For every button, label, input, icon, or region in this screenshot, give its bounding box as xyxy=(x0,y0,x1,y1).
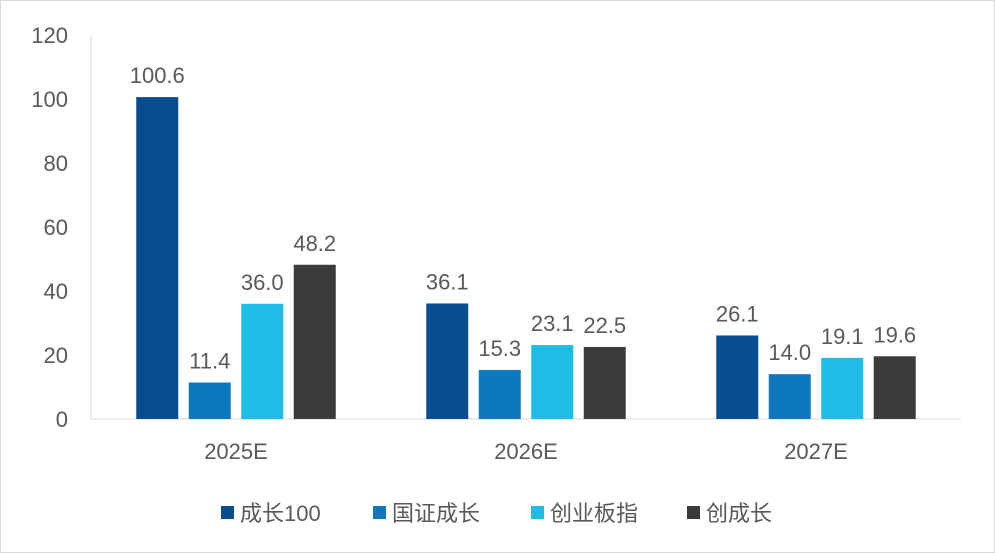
legend-swatch xyxy=(687,506,700,519)
bar xyxy=(426,303,469,419)
legend: 成长100 国证成长 创业板指 创成长 xyxy=(221,501,772,526)
data-label: 15.3 xyxy=(478,336,521,361)
bar xyxy=(293,264,336,419)
legend-label: 成长100 xyxy=(240,501,321,526)
data-label: 36.0 xyxy=(241,270,284,295)
data-label: 48.2 xyxy=(293,231,336,256)
legend-swatch xyxy=(531,506,544,519)
legend-label: 国证成长 xyxy=(392,501,480,526)
bar xyxy=(716,335,759,419)
bar xyxy=(188,382,231,419)
legend-item: 成长100 xyxy=(221,501,321,526)
y-tick-label: 120 xyxy=(31,23,68,48)
bar xyxy=(768,374,811,419)
bars xyxy=(136,97,916,419)
y-tick-label: 0 xyxy=(56,407,68,432)
legend-label: 创成长 xyxy=(706,501,772,526)
bar xyxy=(478,370,521,419)
bar xyxy=(241,303,284,419)
data-label: 36.1 xyxy=(426,269,469,294)
x-tick-label: 2025E xyxy=(204,439,268,464)
bar xyxy=(531,345,574,419)
bar xyxy=(583,347,626,419)
data-labels: 100.6 11.4 36.0 48.2 36.1 15.3 23.1 22.5 26.1 14.… xyxy=(130,63,916,373)
x-axis: 2025E 2026E 2027E xyxy=(204,439,848,464)
data-label: 23.1 xyxy=(531,311,574,336)
legend-swatch xyxy=(221,506,234,519)
y-tick-label: 80 xyxy=(44,151,68,176)
data-label: 22.5 xyxy=(583,313,626,338)
legend-item: 创成长 xyxy=(687,501,772,526)
y-axis: 0 20 40 60 80 100 120 xyxy=(31,23,68,432)
axis-lines xyxy=(90,35,961,420)
data-label: 19.6 xyxy=(873,322,916,347)
bar xyxy=(873,356,916,419)
y-tick-label: 60 xyxy=(44,215,68,240)
data-label: 11.4 xyxy=(189,349,230,374)
legend-label: 创业板指 xyxy=(550,501,638,526)
x-tick-label: 2026E xyxy=(494,439,558,464)
data-label: 19.1 xyxy=(821,324,864,349)
y-tick-label: 100 xyxy=(31,87,68,112)
y-tick-label: 40 xyxy=(44,279,68,304)
legend-item: 创业板指 xyxy=(531,501,638,526)
data-label: 100.6 xyxy=(130,63,185,88)
y-tick-label: 20 xyxy=(44,343,68,368)
legend-swatch xyxy=(373,506,386,519)
bar xyxy=(136,97,179,419)
legend-item: 国证成长 xyxy=(373,501,480,526)
bar xyxy=(821,357,864,419)
data-label: 26.1 xyxy=(716,301,759,326)
x-tick-label: 2027E xyxy=(784,439,848,464)
data-label: 14.0 xyxy=(768,340,811,365)
